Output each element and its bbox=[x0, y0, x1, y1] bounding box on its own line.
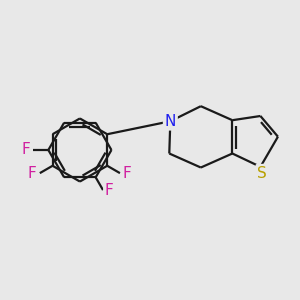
Text: F: F bbox=[27, 166, 36, 181]
Text: N: N bbox=[165, 114, 176, 129]
Text: S: S bbox=[257, 166, 267, 181]
Text: F: F bbox=[123, 166, 131, 181]
Text: F: F bbox=[21, 142, 30, 158]
Text: F: F bbox=[105, 183, 114, 198]
